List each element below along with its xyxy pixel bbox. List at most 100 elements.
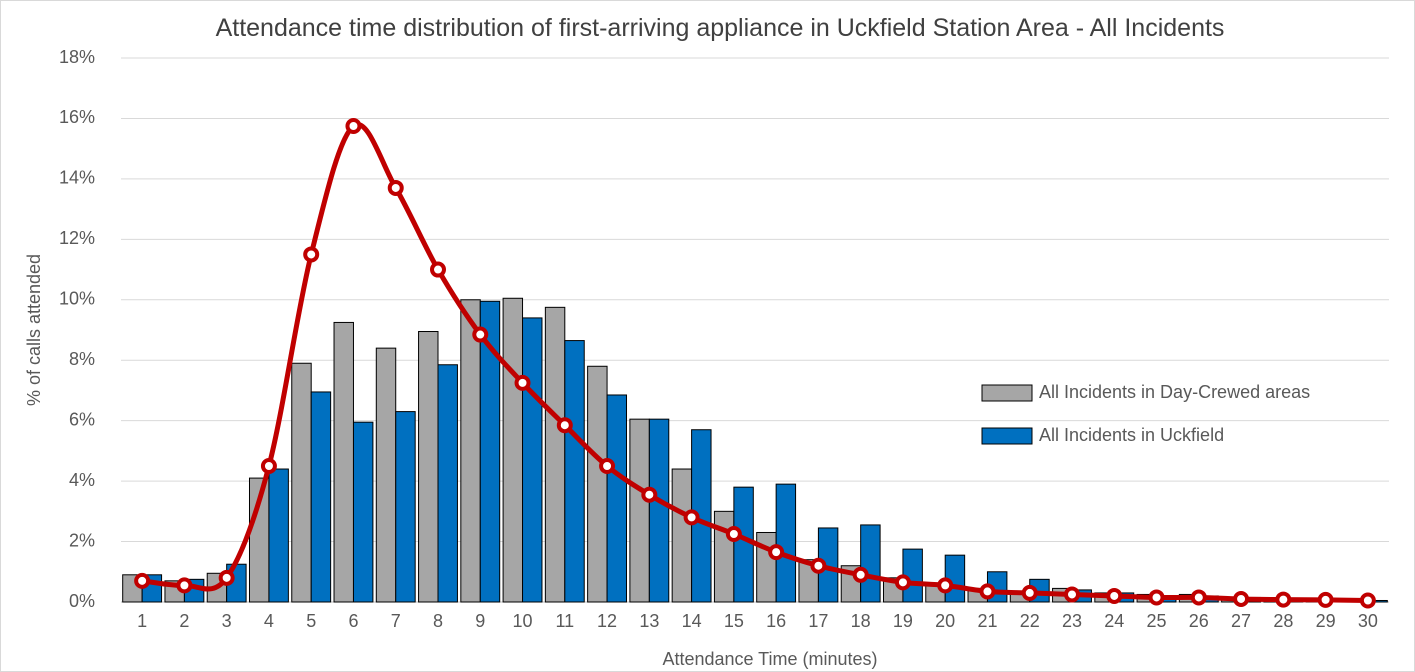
line-marker — [1021, 584, 1038, 601]
x-tick-label: 12 — [597, 611, 617, 631]
bar — [648, 418, 670, 603]
line-marker — [176, 577, 193, 594]
x-tick-label: 28 — [1273, 611, 1293, 631]
line-marker — [810, 557, 827, 574]
line-marker — [1064, 586, 1080, 603]
y-tick-label: 10% — [59, 289, 95, 309]
y-tick-label: 18% — [59, 47, 95, 67]
x-axis-title: Attendance Time (minutes) — [662, 649, 877, 669]
bar — [479, 300, 501, 603]
x-tick-label: 22 — [1020, 611, 1040, 631]
bar — [502, 297, 524, 603]
x-tick-label: 10 — [513, 611, 533, 631]
line-marker — [641, 486, 658, 503]
bar — [522, 317, 543, 603]
x-tick-label: 13 — [639, 611, 659, 631]
bar — [713, 510, 735, 603]
x-tick-label: 5 — [306, 611, 316, 631]
line-marker — [852, 566, 869, 583]
line-marker — [514, 374, 531, 391]
line-marker — [979, 583, 996, 600]
bar — [733, 486, 754, 603]
x-tick-label: 29 — [1316, 611, 1336, 631]
y-tick-label: 12% — [59, 228, 95, 248]
bar — [775, 483, 797, 603]
bar — [629, 418, 650, 603]
line-marker — [1317, 591, 1334, 608]
x-tick-label: 3 — [222, 611, 232, 631]
legend-label: All Incidents in Day-Crewed areas — [1039, 382, 1310, 402]
line-marker — [894, 574, 911, 591]
x-tick-label: 26 — [1189, 611, 1209, 631]
y-tick-label: 8% — [69, 349, 95, 369]
x-tick-label: 11 — [555, 611, 574, 631]
x-tick-label: 16 — [766, 611, 786, 631]
line-marker — [1233, 590, 1250, 607]
line-marker — [387, 179, 404, 196]
bar — [333, 321, 354, 603]
legend-swatch — [981, 427, 1033, 445]
x-tick-label: 15 — [724, 611, 744, 631]
bar — [395, 411, 416, 603]
y-tick-label: 4% — [69, 470, 95, 490]
bar — [437, 364, 458, 603]
x-tick-label: 21 — [977, 611, 997, 631]
y-tick-label: 2% — [69, 530, 95, 550]
y-axis-title: % of calls attended — [24, 254, 44, 406]
x-tick-label: 9 — [475, 611, 485, 631]
bar — [606, 394, 628, 603]
x-tick-label: 19 — [893, 611, 913, 631]
x-tick-label: 1 — [137, 611, 147, 631]
line-marker — [1275, 591, 1292, 608]
y-tick-label: 14% — [59, 168, 95, 188]
bar — [310, 391, 332, 603]
line-marker — [599, 458, 616, 474]
line-marker — [937, 577, 954, 594]
line-marker — [218, 569, 235, 586]
legend-swatch — [981, 384, 1033, 402]
x-tick-label: 2 — [179, 611, 189, 631]
x-tick-label: 30 — [1358, 611, 1378, 631]
line-marker — [768, 544, 785, 561]
y-tick-label: 16% — [59, 107, 95, 127]
bar — [375, 347, 397, 603]
line-marker — [1190, 589, 1207, 606]
bar — [587, 365, 608, 603]
x-tick-label: 14 — [682, 611, 702, 631]
line-marker — [260, 458, 277, 474]
legend-label: All Incidents in Uckfield — [1039, 425, 1224, 445]
bar — [544, 306, 566, 603]
bar — [352, 421, 374, 603]
x-tick-label: 18 — [851, 611, 871, 631]
x-tick-label: 8 — [433, 611, 443, 631]
line-marker — [134, 572, 151, 589]
bar — [860, 524, 881, 603]
line-marker — [472, 326, 489, 343]
line-marker — [725, 526, 742, 542]
line-marker — [345, 118, 362, 134]
x-tick-label: 7 — [391, 611, 401, 631]
x-tick-label: 27 — [1231, 611, 1251, 631]
y-tick-label: 6% — [69, 409, 95, 429]
line-marker — [1359, 592, 1376, 609]
line-marker — [1106, 587, 1123, 604]
x-tick-label: 25 — [1147, 611, 1167, 631]
y-tick-label: 0% — [69, 591, 95, 611]
x-tick-label: 23 — [1062, 611, 1082, 631]
bar — [671, 468, 693, 603]
bar — [564, 340, 585, 603]
x-tick-label: 24 — [1104, 611, 1124, 631]
bar — [291, 362, 312, 603]
x-tick-label: 17 — [808, 611, 828, 631]
line-marker — [556, 417, 573, 434]
chart-title: Attendance time distribution of first-ar… — [215, 14, 1225, 42]
line-marker — [683, 509, 700, 526]
x-tick-label: 6 — [348, 611, 358, 631]
line-marker — [1148, 589, 1165, 606]
line-marker — [430, 261, 446, 278]
x-tick-label: 20 — [935, 611, 955, 631]
bar — [418, 331, 439, 603]
line-marker — [303, 246, 320, 263]
